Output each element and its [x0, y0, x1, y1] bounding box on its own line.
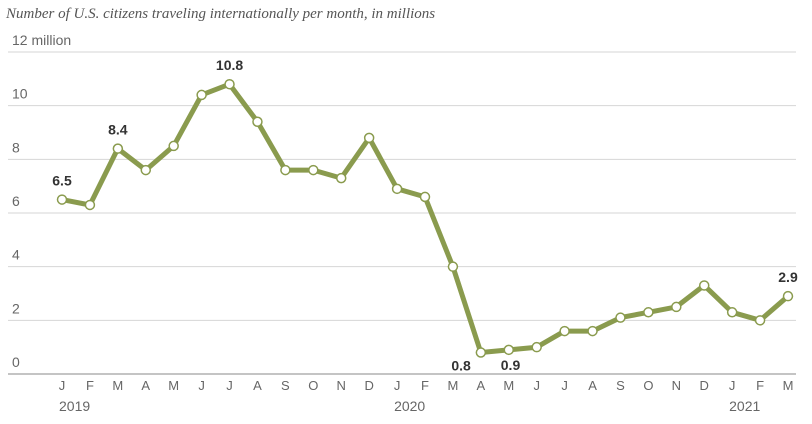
- data-point-6: [224, 78, 235, 90]
- y-axis-ticks: 0 2 4 6 8 10 12 million: [12, 32, 71, 370]
- x-tick-label: J: [561, 378, 568, 393]
- x-tick-label: N: [337, 378, 346, 393]
- x-tick-label: D: [364, 378, 373, 393]
- data-point-18: [559, 325, 570, 337]
- year-label-2020: 2020: [394, 398, 425, 414]
- data-point-15: [475, 347, 487, 358]
- data-point-7: [252, 116, 263, 128]
- y-tick-label: 0: [12, 354, 20, 370]
- data-point-25: [754, 315, 766, 326]
- data-point-17: [531, 341, 542, 353]
- data-points: [56, 78, 794, 358]
- data-point-20: [615, 312, 626, 323]
- data-label-6.5: 6.5: [52, 173, 72, 189]
- data-point-16: [503, 344, 515, 356]
- year-label-2019: 2019: [59, 398, 90, 414]
- data-point-10: [335, 172, 347, 184]
- x-tick-label: N: [672, 378, 681, 393]
- x-tick-label: M: [448, 378, 459, 393]
- data-point-1: [84, 199, 96, 211]
- x-tick-label: M: [168, 378, 179, 393]
- data-label-10.8: 10.8: [216, 57, 243, 73]
- y-tick-label: 8: [12, 139, 20, 155]
- y-tick-label: 10: [12, 86, 28, 102]
- x-tick-label: F: [421, 378, 429, 393]
- x-tick-label: F: [86, 378, 94, 393]
- year-labels: 2019 2020 2021: [59, 398, 761, 414]
- year-label-2021: 2021: [729, 398, 760, 414]
- series-polyline: [59, 81, 791, 355]
- x-tick-label: A: [588, 378, 597, 393]
- y-tick-label: 6: [12, 193, 20, 209]
- x-tick-label: F: [756, 378, 764, 393]
- x-tick-label: J: [198, 378, 205, 393]
- x-tick-label: S: [281, 378, 290, 393]
- data-point-21: [643, 307, 654, 318]
- data-point-22: [671, 301, 682, 313]
- data-point-19: [587, 325, 598, 337]
- series-line: [59, 81, 791, 355]
- x-tick-label: A: [477, 378, 486, 393]
- data-point-13: [419, 191, 431, 203]
- data-point-9: [308, 164, 319, 176]
- x-tick-label: A: [141, 378, 150, 393]
- data-point-11: [363, 132, 375, 144]
- data-point-5: [196, 89, 207, 101]
- y-tick-label: 12 million: [12, 32, 71, 48]
- data-point-3: [140, 164, 152, 176]
- data-labels: 6.5 8.4 10.8 0.8 0.9 2.9: [52, 57, 798, 373]
- data-point-23: [698, 280, 710, 291]
- chart-title: Number of U.S. citizens traveling intern…: [6, 6, 436, 22]
- x-tick-label: O: [308, 378, 318, 393]
- x-tick-label: M: [503, 378, 514, 393]
- x-tick-label: O: [643, 378, 653, 393]
- x-tick-label: J: [729, 378, 736, 393]
- y-tick-label: 4: [12, 247, 20, 263]
- gridlines: [8, 51, 796, 375]
- y-tick-label: 2: [12, 300, 20, 316]
- data-label-0.9: 0.9: [501, 357, 521, 373]
- data-label-8.4: 8.4: [108, 122, 128, 138]
- data-point-14: [447, 261, 459, 272]
- x-tick-label: M: [112, 378, 123, 393]
- x-tick-label: J: [59, 378, 66, 393]
- data-point-8: [280, 164, 291, 176]
- x-tick-label: A: [253, 378, 262, 393]
- data-point-24: [726, 307, 738, 318]
- data-point-4: [168, 140, 179, 152]
- x-tick-label: J: [394, 378, 401, 393]
- x-tick-label: J: [226, 378, 233, 393]
- x-tick-label: M: [783, 378, 794, 393]
- data-label-2.9: 2.9: [778, 269, 798, 285]
- data-point-12: [391, 183, 403, 195]
- data-label-0.8: 0.8: [451, 358, 471, 374]
- data-point-0: [56, 194, 68, 205]
- x-tick-label: D: [700, 378, 709, 393]
- x-tick-label: J: [533, 378, 540, 393]
- data-point-2: [112, 143, 124, 154]
- data-point-26: [782, 290, 794, 302]
- x-tick-label: S: [616, 378, 625, 393]
